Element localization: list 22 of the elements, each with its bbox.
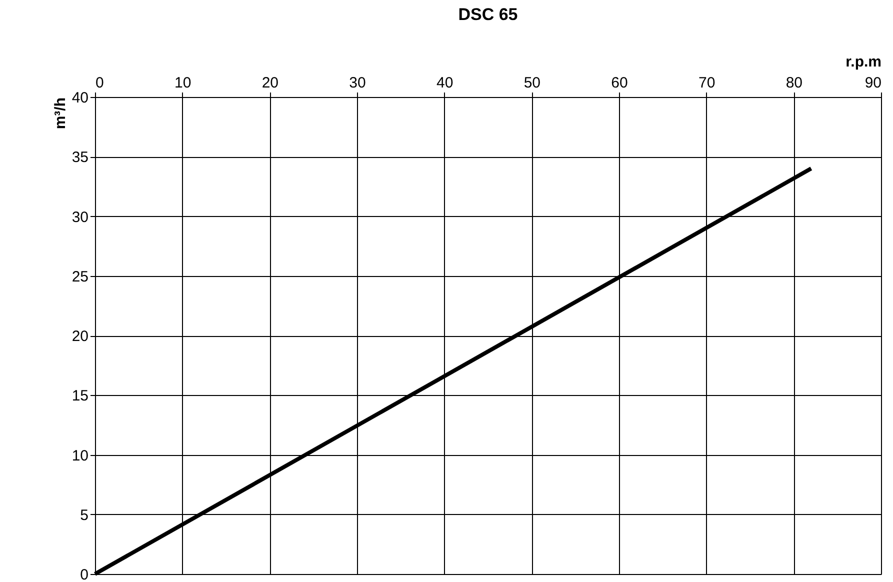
y-tick-label: 35 (72, 149, 88, 166)
x-tick-label: 70 (698, 74, 716, 92)
y-tick-label: 20 (72, 328, 88, 345)
y-tick-label: 10 (72, 447, 88, 464)
x-tick-label: 60 (611, 74, 628, 92)
y-tick-label: 0 (80, 566, 88, 582)
x-tick-label: 50 (524, 74, 541, 92)
y-tick-label: 25 (72, 268, 88, 286)
x-tick-label: 10 (174, 74, 192, 92)
x-tick-label: 40 (436, 74, 454, 92)
y-tick-label: 30 (72, 208, 88, 226)
x-tick-label: 20 (262, 74, 279, 92)
x-axis-title: r.p.m (846, 54, 882, 70)
chart-title: DSC 65 (458, 5, 518, 24)
y-tick-label: 5 (80, 506, 88, 524)
y-tick-label: 15 (72, 388, 88, 405)
y-tick-label: 40 (72, 90, 88, 106)
x-tick-label: 0 (96, 74, 104, 92)
y-axis-title: m³/h (52, 98, 69, 130)
x-tick-label: 30 (349, 74, 366, 92)
x-tick-label: 80 (786, 74, 803, 92)
x-tick-label: 90 (864, 74, 882, 92)
